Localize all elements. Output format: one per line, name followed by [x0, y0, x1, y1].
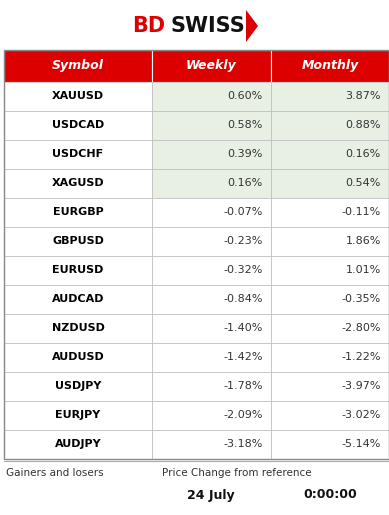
Bar [4, 111, 152, 140]
Bar [4, 343, 152, 372]
Text: Gainers and losers: Gainers and losers [6, 468, 103, 478]
Bar [271, 430, 389, 459]
Text: AUDUSD: AUDUSD [52, 352, 104, 362]
Bar [271, 227, 389, 256]
Bar [152, 372, 271, 401]
Bar [152, 227, 271, 256]
Text: Weekly: Weekly [186, 60, 237, 73]
Text: EURGBP: EURGBP [53, 207, 103, 217]
Text: EURJPY: EURJPY [55, 410, 101, 420]
Bar [4, 169, 152, 198]
Text: XAGUSD: XAGUSD [52, 178, 104, 188]
Bar [152, 198, 271, 227]
Bar [4, 198, 152, 227]
Text: Symbol: Symbol [52, 60, 104, 73]
Bar [271, 314, 389, 343]
Bar [152, 430, 271, 459]
Bar [271, 50, 389, 82]
Text: NZDUSD: NZDUSD [52, 323, 104, 333]
Text: USDJPY: USDJPY [55, 381, 101, 391]
Text: 0.54%: 0.54% [345, 178, 381, 188]
Text: Monthly: Monthly [301, 60, 359, 73]
Text: AUDJPY: AUDJPY [55, 439, 101, 449]
Bar [152, 285, 271, 314]
Text: -2.09%: -2.09% [224, 410, 263, 420]
Text: -0.32%: -0.32% [224, 265, 263, 275]
Bar [271, 256, 389, 285]
Bar [4, 256, 152, 285]
Text: -2.80%: -2.80% [342, 323, 381, 333]
Bar [152, 314, 271, 343]
Bar [271, 343, 389, 372]
Bar [271, 401, 389, 430]
Bar [152, 140, 271, 169]
Text: -3.02%: -3.02% [342, 410, 381, 420]
Text: -0.35%: -0.35% [342, 294, 381, 304]
Text: USDCHF: USDCHF [53, 149, 103, 159]
Text: 1.01%: 1.01% [346, 265, 381, 275]
Bar [152, 169, 271, 198]
Bar [4, 372, 152, 401]
Text: 3.87%: 3.87% [345, 91, 381, 101]
Bar [271, 169, 389, 198]
Text: USDCAD: USDCAD [52, 120, 104, 130]
Text: -1.22%: -1.22% [342, 352, 381, 362]
Polygon shape [246, 10, 258, 42]
Text: XAUUSD: XAUUSD [52, 91, 104, 101]
Bar [152, 111, 271, 140]
Bar [271, 140, 389, 169]
Text: 0.16%: 0.16% [346, 149, 381, 159]
Text: -0.23%: -0.23% [224, 236, 263, 246]
Text: 0:00:00: 0:00:00 [303, 489, 357, 502]
Bar [152, 50, 271, 82]
Text: SWISS: SWISS [170, 16, 245, 36]
Text: -1.78%: -1.78% [224, 381, 263, 391]
Text: -3.97%: -3.97% [342, 381, 381, 391]
Bar [271, 198, 389, 227]
Bar [4, 285, 152, 314]
Bar [4, 140, 152, 169]
Bar [4, 50, 389, 459]
Bar [152, 82, 271, 111]
Bar [4, 401, 152, 430]
Bar [271, 82, 389, 111]
Bar [152, 256, 271, 285]
Text: 0.39%: 0.39% [228, 149, 263, 159]
Text: 0.88%: 0.88% [345, 120, 381, 130]
Text: 0.16%: 0.16% [228, 178, 263, 188]
Bar [4, 314, 152, 343]
Bar [4, 82, 152, 111]
Text: -0.07%: -0.07% [224, 207, 263, 217]
Text: BD: BD [132, 16, 165, 36]
Text: 0.58%: 0.58% [228, 120, 263, 130]
Text: -0.11%: -0.11% [342, 207, 381, 217]
Bar [271, 372, 389, 401]
Bar [4, 430, 152, 459]
Text: Price Change from reference: Price Change from reference [162, 468, 312, 478]
Text: 1.86%: 1.86% [345, 236, 381, 246]
Bar [4, 227, 152, 256]
Text: -5.14%: -5.14% [342, 439, 381, 449]
Text: 0.60%: 0.60% [228, 91, 263, 101]
Text: -0.84%: -0.84% [224, 294, 263, 304]
Text: -1.42%: -1.42% [224, 352, 263, 362]
Text: GBPUSD: GBPUSD [52, 236, 104, 246]
Text: -1.40%: -1.40% [224, 323, 263, 333]
Text: -3.18%: -3.18% [224, 439, 263, 449]
Bar [271, 111, 389, 140]
Bar [152, 343, 271, 372]
Bar [271, 285, 389, 314]
Text: AUDCAD: AUDCAD [52, 294, 104, 304]
Bar [152, 401, 271, 430]
Bar [4, 50, 152, 82]
Text: EURUSD: EURUSD [52, 265, 104, 275]
Text: 24 July: 24 July [187, 489, 235, 502]
